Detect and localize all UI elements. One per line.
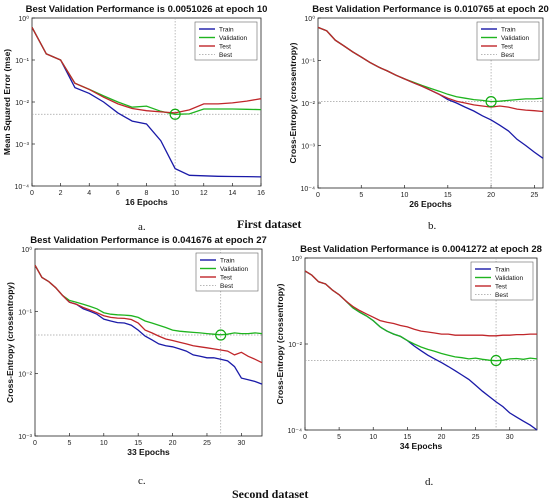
chart-a: Best Validation Performance is 0.0051026…: [2, 4, 267, 207]
caption-c: c.: [138, 475, 146, 487]
x-tick-label: 2: [59, 190, 63, 197]
legend-label: Train: [220, 258, 235, 265]
legend-label: Validation: [495, 275, 523, 282]
chart-b: Best Validation Performance is 0.010765 …: [288, 4, 549, 209]
chart-title: Best Validation Performance is 0.010765 …: [312, 4, 549, 15]
y-tick-label: 10⁰: [304, 15, 315, 23]
x-tick-label: 10: [171, 190, 179, 197]
caption-d: d.: [425, 476, 434, 488]
best-marker: [485, 96, 497, 108]
legend-label: Best: [501, 52, 514, 59]
caption-a: a.: [138, 221, 146, 233]
series-test: [304, 270, 537, 337]
x-tick-label: 25: [530, 192, 538, 199]
second-dataset-label: Second dataset: [232, 487, 309, 501]
x-tick-label: 30: [506, 434, 514, 441]
legend-label: Train: [501, 27, 516, 34]
best-marker: [169, 108, 181, 120]
y-tick-label: 10⁰: [291, 255, 302, 263]
x-axis-label: 26 Epochs: [409, 199, 452, 209]
x-axis-label: 34 Epochs: [400, 441, 443, 451]
y-tick-label: 10⁻²: [301, 101, 315, 108]
x-tick-label: 0: [33, 440, 37, 447]
y-tick-label: 10⁻²: [18, 372, 32, 379]
series-test: [31, 26, 262, 114]
x-tick-label: 16: [257, 190, 265, 197]
x-axis-label: 16 Epochs: [125, 197, 168, 207]
chart-title: Best Validation Performance is 0.0041272…: [300, 244, 542, 255]
x-axis-label: 33 Epochs: [127, 447, 170, 457]
x-tick-label: 0: [303, 434, 307, 441]
chart-d: Best Validation Performance is 0.0041272…: [275, 244, 542, 451]
x-tick-label: 5: [67, 440, 71, 447]
best-marker: [490, 354, 502, 367]
x-tick-label: 25: [203, 440, 211, 447]
x-tick-label: 0: [316, 192, 320, 199]
x-tick-label: 0: [30, 190, 34, 197]
y-axis-label: Mean Squared Error (mse): [2, 49, 12, 155]
y-tick-label: 10⁻¹: [15, 58, 29, 65]
best-marker: [215, 329, 227, 341]
x-tick-label: 4: [87, 190, 91, 197]
y-tick-label: 10⁻⁴: [288, 428, 303, 435]
first-dataset-label: First dataset: [237, 217, 302, 231]
x-tick-label: 5: [337, 434, 341, 441]
chart-title: Best Validation Performance is 0.041676 …: [30, 235, 267, 246]
series-validation: [34, 264, 263, 336]
y-tick-label: 10⁻³: [15, 142, 29, 149]
x-tick-label: 6: [116, 190, 120, 197]
x-tick-label: 14: [228, 190, 236, 197]
x-tick-label: 15: [403, 434, 411, 441]
y-tick-label: 10⁻³: [18, 434, 32, 441]
y-tick-label: 10⁰: [18, 15, 29, 23]
x-tick-label: 15: [134, 440, 142, 447]
series-test: [317, 26, 544, 113]
x-tick-label: 20: [438, 434, 446, 441]
legend-label: Test: [501, 44, 513, 51]
series-train: [31, 26, 262, 178]
y-tick-label: 10⁻³: [301, 144, 315, 151]
legend-label: Best: [219, 52, 232, 59]
legend-label: Best: [495, 292, 508, 299]
x-tick-label: 5: [359, 192, 363, 199]
y-tick-label: 10⁻⁴: [301, 186, 316, 193]
legend-label: Train: [495, 267, 510, 274]
legend-label: Validation: [220, 266, 248, 273]
legend-label: Validation: [501, 35, 529, 42]
x-tick-label: 10: [100, 440, 108, 447]
y-axis-label: Cross-Entropy (crossentropy): [288, 42, 298, 163]
legend-label: Train: [219, 27, 234, 34]
x-tick-label: 25: [472, 434, 480, 441]
caption-b: b.: [428, 220, 437, 232]
x-tick-label: 20: [487, 192, 495, 199]
y-tick-label: 10⁻¹: [18, 309, 32, 316]
x-tick-label: 12: [200, 190, 208, 197]
y-axis-label: Cross-Entropy (crossentropy): [275, 283, 285, 404]
y-tick-label: 10⁻⁴: [15, 184, 30, 191]
chart-c: Best Validation Performance is 0.041676 …: [5, 235, 267, 457]
x-tick-label: 20: [169, 440, 177, 447]
x-tick-label: 10: [401, 192, 409, 199]
y-tick-label: 10⁰: [21, 246, 32, 254]
y-tick-label: 10⁻²: [288, 342, 302, 349]
legend-label: Test: [495, 284, 507, 291]
x-tick-label: 30: [237, 440, 245, 447]
legend-label: Test: [219, 44, 231, 51]
series-test: [34, 264, 263, 364]
x-tick-label: 10: [369, 434, 377, 441]
x-tick-label: 8: [145, 190, 149, 197]
y-axis-label: Cross-Entropy (crossentropy): [5, 282, 15, 403]
legend-label: Best: [220, 283, 233, 290]
y-tick-label: 10⁻¹: [301, 59, 315, 66]
legend-label: Validation: [219, 35, 247, 42]
legend-label: Test: [220, 275, 232, 282]
y-tick-label: 10⁻²: [15, 100, 29, 107]
x-tick-label: 15: [444, 192, 452, 199]
chart-title: Best Validation Performance is 0.0051026…: [26, 4, 268, 15]
